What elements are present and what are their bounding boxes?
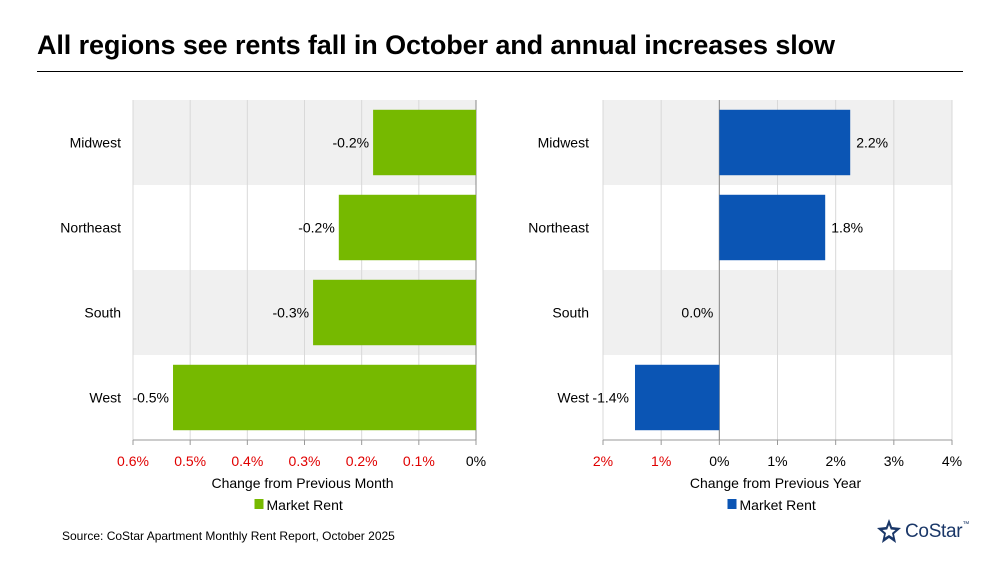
legend-swatch (254, 499, 264, 509)
value-label-northeast: -0.2% (298, 220, 335, 236)
value-label-midwest: 2.2% (856, 135, 888, 151)
legend-label: Market Rent (267, 497, 343, 513)
bar-west (634, 364, 720, 431)
bar-northeast (719, 194, 826, 261)
category-label-midwest: Midwest (70, 135, 121, 151)
bar-south (313, 279, 476, 346)
x-tick-label: 4% (942, 453, 962, 469)
costar-star-icon (877, 519, 901, 543)
bar-northeast (338, 194, 476, 261)
category-label-midwest: Midwest (538, 135, 589, 151)
x-tick-label: 0% (466, 453, 486, 469)
x-tick-label: 0.2% (346, 453, 378, 469)
legend: Market Rent (254, 497, 343, 513)
x-tick-label: 0.4% (231, 453, 263, 469)
source-note: Source: CoStar Apartment Monthly Rent Re… (62, 529, 395, 543)
x-axis-title: Change from Previous Month (211, 475, 393, 491)
x-tick-label: 2% (593, 453, 613, 469)
bar-midwest (719, 109, 851, 176)
legend-label: Market Rent (740, 497, 816, 513)
x-tick-label: 0.5% (174, 453, 206, 469)
x-tick-label: 0.6% (117, 453, 149, 469)
x-tick-label: 2% (826, 453, 846, 469)
value-label-south: 0.0% (681, 305, 713, 321)
legend-swatch (727, 499, 737, 509)
x-tick-label: 0.3% (289, 453, 321, 469)
chart-panel-1: 0.6% 0.5% 0.4% 0.3% 0.2% 0.1% 0% Midwest -0.2% No… (60, 100, 486, 513)
category-label-northeast: Northeast (528, 220, 589, 236)
title-divider (37, 71, 963, 72)
category-label-west: West (89, 390, 121, 406)
chart-panel-2: 2% 1% 0% 1% 2% 3% 4% Midwest 2.2% Northeast 1.8% So… (528, 100, 962, 513)
value-label-west: -1.4% (592, 390, 629, 406)
x-tick-label: 0% (709, 453, 729, 469)
bar-west (173, 364, 476, 431)
chart-title: All regions see rents fall in October an… (37, 30, 835, 60)
costar-logo: CoStar™ (876, 517, 970, 547)
x-tick-label: 3% (884, 453, 904, 469)
value-label-south: -0.3% (272, 305, 309, 321)
value-label-northeast: 1.8% (831, 220, 863, 236)
x-tick-label: 1% (651, 453, 671, 469)
legend: Market Rent (727, 497, 816, 513)
category-label-south: South (552, 305, 589, 321)
value-label-west: -0.5% (132, 390, 169, 406)
x-axis-title: Change from Previous Year (690, 475, 862, 491)
logo-text: CoStar™ (905, 521, 970, 542)
category-label-south: South (84, 305, 121, 321)
x-tick-label: 0.1% (403, 453, 435, 469)
value-label-midwest: -0.2% (333, 135, 370, 151)
x-tick-label: 1% (767, 453, 787, 469)
category-label-west: West (557, 390, 589, 406)
category-label-northeast: Northeast (60, 220, 121, 236)
bar-midwest (373, 109, 476, 176)
